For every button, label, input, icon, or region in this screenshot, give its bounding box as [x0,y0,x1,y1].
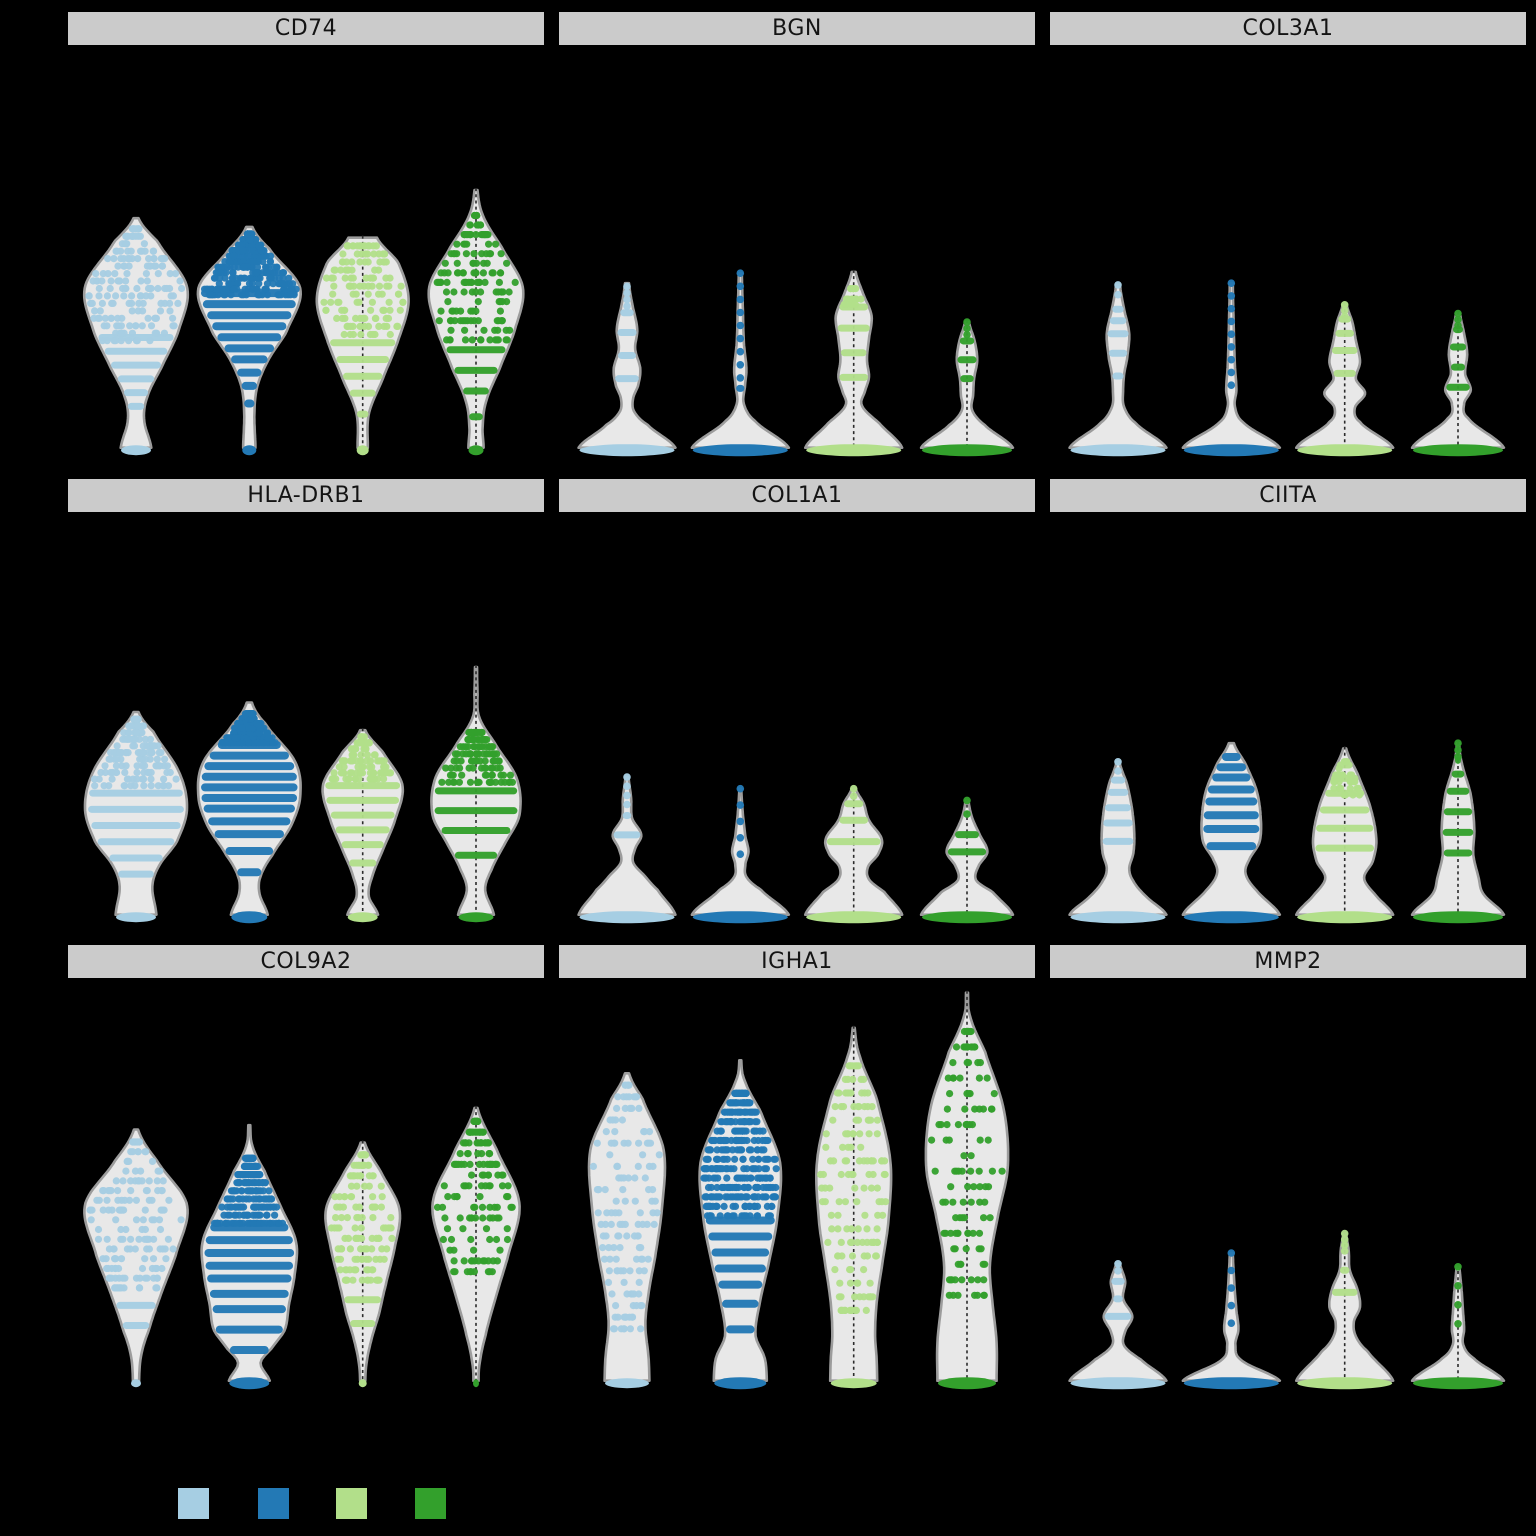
facet-title-bgn: BGN [559,12,1035,45]
violin-plot-col9a2 [83,1105,521,1390]
facet-title-label: MMP2 [1254,949,1322,974]
facet-title-label: COL9A2 [260,949,352,974]
violin-plot-bgn [577,269,1015,457]
facet-title-col1a1: COL1A1 [559,479,1035,512]
facet-title-igha1: IGHA1 [559,945,1035,978]
facet-col3a1: COL3A1 [1050,12,1526,478]
facet-title-label: COL3A1 [1242,16,1334,41]
facet-title-cd74: CD74 [68,12,544,45]
facet-cd74: CD74 [68,12,544,478]
facet-mmp2: MMP2 [1050,945,1526,1411]
legend [0,1488,1536,1519]
facet-col9a2: COL9A2 [68,945,544,1411]
violin-plot-mmp2 [1068,1229,1506,1390]
facet-title-col3a1: COL3A1 [1050,12,1526,45]
facet-hla-drb1: HLA-DRB1 [68,479,544,945]
legend-swatch-group-3 [336,1488,367,1519]
violin-plot-cd74 [82,188,525,456]
violin-plot-hla-drb1 [83,665,522,924]
facet-bgn: BGN [559,12,1035,478]
facet-ciita: CIITA [1050,479,1526,945]
violin-plot-col1a1 [577,773,1015,924]
facet-col1a1: COL1A1 [559,479,1035,945]
legend-swatch-group-1 [178,1488,209,1519]
facet-igha1: IGHA1 [559,945,1035,1411]
violin-plot-igha1 [587,990,1010,1390]
facet-title-label: CIITA [1259,483,1317,508]
facet-title-label: HLA-DRB1 [247,483,365,508]
legend-swatch-group-2 [258,1488,289,1519]
violin-plot-ciita [1068,739,1506,924]
facet-title-label: IGHA1 [761,949,833,974]
facet-title-label: CD74 [274,16,338,41]
violin-plot-col3a1 [1068,279,1506,457]
facet-title-label: COL1A1 [751,483,843,508]
facet-title-ciita: CIITA [1050,479,1526,512]
facet-title-hla-drb1: HLA-DRB1 [68,479,544,512]
legend-swatch-group-4 [415,1488,446,1519]
facet-title-mmp2: MMP2 [1050,945,1526,978]
facet-title-col9a2: COL9A2 [68,945,544,978]
facet-title-label: BGN [772,16,822,41]
